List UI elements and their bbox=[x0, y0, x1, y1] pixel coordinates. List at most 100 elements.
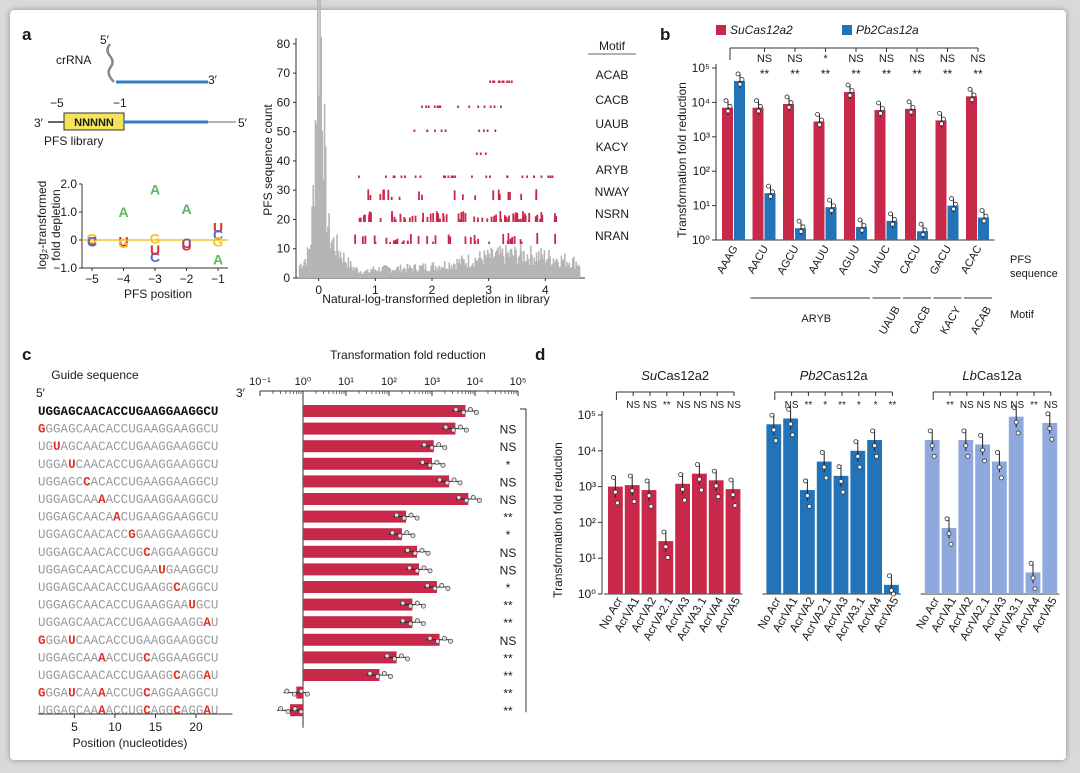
motif-tick bbox=[408, 217, 411, 222]
b-point bbox=[829, 208, 834, 213]
c-point bbox=[394, 512, 400, 518]
d-point bbox=[1011, 405, 1017, 410]
c-nucleotide: A bbox=[143, 616, 151, 630]
c-nucleotide: A bbox=[91, 581, 99, 595]
motif-tick bbox=[518, 219, 520, 222]
c-nucleotide: G bbox=[166, 651, 174, 665]
c-nucleotide: C bbox=[76, 599, 84, 613]
hist-bar bbox=[398, 270, 401, 278]
hist-x-tick-label: 4 bbox=[542, 283, 549, 297]
hist-bar bbox=[466, 267, 469, 278]
hist-bar bbox=[391, 270, 394, 278]
motif-tick bbox=[469, 236, 472, 244]
c-point bbox=[427, 635, 433, 641]
c-nucleotide: G bbox=[53, 405, 61, 419]
c-nucleotide: C bbox=[98, 511, 106, 525]
c-nucleotide: A bbox=[143, 440, 151, 454]
hist-bar bbox=[515, 249, 517, 278]
d-point bbox=[1045, 411, 1051, 417]
c-nucleotide: C bbox=[121, 475, 129, 489]
hist-bar bbox=[562, 259, 565, 278]
c-nucleotide: A bbox=[61, 475, 69, 489]
hist-bar bbox=[407, 268, 410, 278]
c-nucleotide: A bbox=[181, 458, 189, 472]
b-bar-pb bbox=[734, 80, 745, 240]
motif-tick bbox=[536, 214, 539, 222]
c-nucleotide: U bbox=[38, 704, 46, 718]
c-nucleotide: C bbox=[76, 440, 84, 454]
c-guide-sequence: UGGAGCAACACCUGAAUGAAGGCU bbox=[38, 563, 218, 577]
logo-letter-U: U bbox=[213, 219, 223, 235]
c-nucleotide: G bbox=[136, 475, 144, 489]
c-bar bbox=[303, 545, 418, 558]
motif-tick bbox=[502, 233, 505, 244]
c-point bbox=[414, 600, 420, 606]
c-sig-label: * bbox=[506, 458, 511, 472]
c-nucleotide: C bbox=[113, 423, 121, 437]
motif-tick bbox=[547, 175, 550, 178]
motif-tick bbox=[382, 189, 385, 200]
hist-bar bbox=[516, 264, 519, 278]
c-nucleotide: A bbox=[83, 616, 91, 630]
c-sig-label: ** bbox=[503, 669, 513, 683]
hist-bar bbox=[447, 270, 449, 278]
c-nucleotide: G bbox=[68, 493, 76, 507]
c-nucleotide: G bbox=[68, 423, 76, 437]
b-y-tick-label: 10⁵ bbox=[692, 61, 710, 75]
b-y-tick-label: 10⁴ bbox=[691, 95, 710, 109]
motif-tick bbox=[474, 240, 477, 244]
c-nucleotide: A bbox=[203, 616, 211, 630]
c-nucleotide: C bbox=[98, 581, 106, 595]
hist-bar bbox=[312, 184, 315, 278]
b-sig-top: NS bbox=[909, 53, 924, 65]
b-point bbox=[784, 94, 790, 100]
d-bar bbox=[692, 473, 707, 594]
hist-bar bbox=[539, 259, 541, 278]
c-nucleotide: C bbox=[203, 423, 211, 437]
motif-tick bbox=[426, 129, 429, 132]
hist-bar bbox=[477, 258, 480, 278]
motif-tick bbox=[486, 129, 489, 132]
hist-ylabel: PFS sequence count bbox=[261, 104, 275, 216]
d-point bbox=[982, 458, 987, 464]
c-nucleotide: G bbox=[46, 669, 54, 683]
c-nucleotide: A bbox=[91, 634, 99, 648]
c-nucleotide: A bbox=[143, 669, 151, 683]
c-nucleotide: G bbox=[68, 616, 76, 630]
hist-bar bbox=[540, 248, 542, 278]
c-guide-sequence: UGGAGCAACACCUGCAGGAAGGCU bbox=[38, 546, 218, 560]
motif-tick bbox=[390, 196, 393, 200]
c-point bbox=[461, 410, 466, 415]
hist-bar bbox=[551, 264, 554, 278]
motif-tick bbox=[401, 241, 404, 244]
hist-bar bbox=[387, 266, 389, 278]
hist-bar bbox=[422, 263, 424, 278]
c-x-tick-label: 10⁴ bbox=[467, 376, 484, 388]
c-nucleotide: G bbox=[196, 475, 204, 489]
c-x-tick-label: 10² bbox=[381, 376, 397, 388]
d-point bbox=[872, 443, 877, 448]
c-nucleotide: C bbox=[203, 687, 211, 701]
c-nucleotide: C bbox=[203, 528, 211, 542]
b-point bbox=[758, 103, 763, 109]
c-nucleotide: A bbox=[61, 599, 69, 613]
c-nucleotide: C bbox=[76, 563, 84, 577]
hist-bar bbox=[575, 261, 577, 278]
c-nucleotide: C bbox=[203, 599, 211, 613]
c-point bbox=[387, 674, 393, 679]
hist-bar bbox=[424, 263, 427, 278]
hist-bar bbox=[527, 258, 530, 278]
hist-bar bbox=[322, 179, 325, 278]
c-nucleotide: A bbox=[106, 651, 114, 665]
c-nucleotide: C bbox=[121, 704, 129, 718]
c-nucleotide: G bbox=[136, 634, 144, 648]
c-sig-label: * bbox=[506, 581, 511, 595]
hist-bar bbox=[464, 264, 466, 278]
c-nucleotide: A bbox=[181, 405, 189, 419]
hist-bar bbox=[348, 267, 351, 278]
c-nucleotide: C bbox=[143, 704, 151, 718]
c-nucleotide: A bbox=[181, 493, 189, 507]
c-nucleotide: C bbox=[113, 528, 121, 542]
hist-bar bbox=[498, 254, 500, 278]
c-nucleotide: U bbox=[211, 616, 219, 630]
